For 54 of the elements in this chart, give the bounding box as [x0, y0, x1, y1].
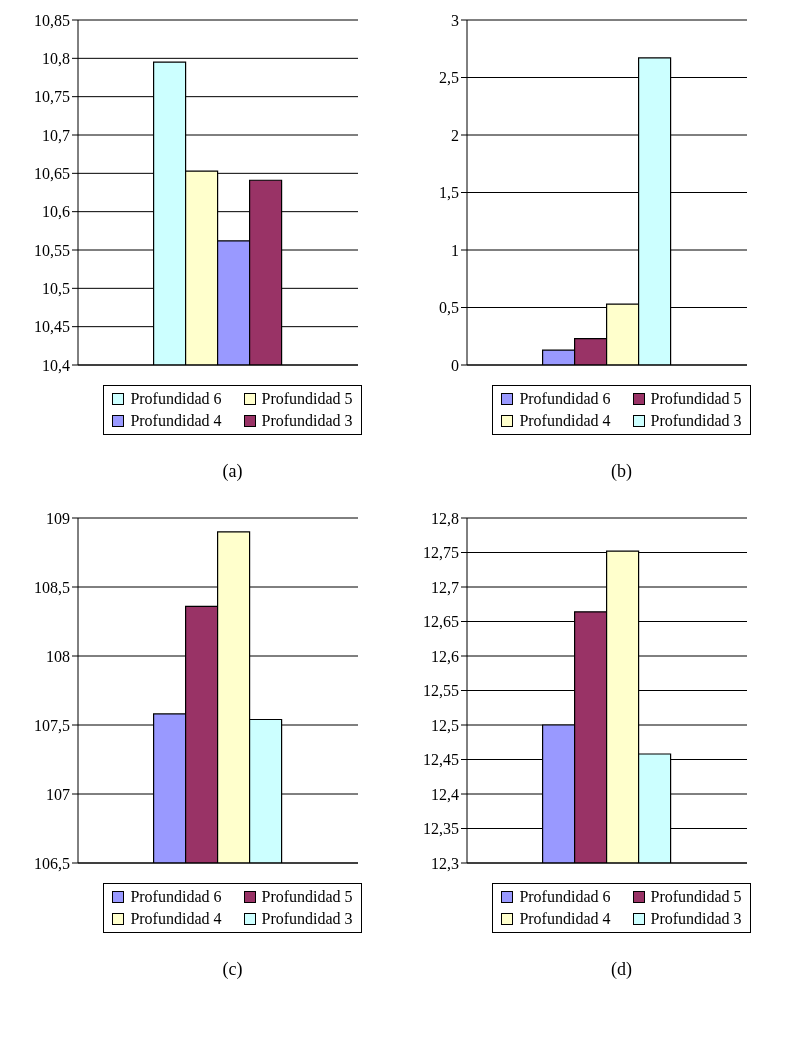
y-tick-label: 0: [451, 356, 459, 374]
y-tick-label: 12,6: [431, 647, 459, 665]
y-tick-label: 10,4: [42, 356, 70, 374]
text: (d): [610, 959, 633, 980]
y-tick-label: 108: [46, 647, 70, 665]
legend-label: Profundidad 5: [650, 390, 742, 408]
y-tick-label: 10,85: [34, 11, 70, 29]
y-tick-label: 10,45: [34, 318, 70, 336]
y-tick-label: 12,3: [431, 854, 459, 872]
y-tick-label: 1,5: [439, 184, 459, 202]
y-tick-label: 1: [451, 241, 459, 259]
legend-label: Profundidad 5: [261, 390, 353, 408]
y-tick-label: 10,6: [42, 203, 70, 221]
y-tick-label: 10,7: [42, 126, 70, 144]
legend-label: Profundidad 6: [130, 888, 222, 906]
legend-label: Profundidad 4: [130, 910, 222, 928]
y-tick-label: 12,4: [431, 785, 459, 803]
y-tick-label: 10,75: [34, 88, 70, 106]
y-tick-label: 10,65: [34, 165, 70, 183]
y-tick-label: 12,75: [423, 544, 459, 562]
y-tick-label: 107,5: [34, 716, 70, 734]
legend-label: Profundidad 4: [519, 910, 611, 928]
y-tick-label: 12,55: [423, 682, 459, 700]
legend-label: Profundidad 4: [519, 412, 611, 430]
y-tick-label: 2,5: [439, 69, 459, 87]
legend-label: Profundidad 3: [261, 910, 353, 928]
y-tick-label: 12,35: [423, 820, 459, 838]
y-tick-label: 3: [451, 11, 459, 29]
legend-label: Profundidad 3: [650, 412, 742, 430]
text: (c): [221, 959, 244, 980]
y-tick-label: 12,45: [423, 751, 459, 769]
y-tick-label: 2: [451, 126, 459, 144]
legend-label: Profundidad 5: [261, 888, 353, 906]
legend-label: Profundidad 6: [519, 888, 611, 906]
y-tick-label: 10,55: [34, 241, 70, 259]
y-tick-label: 12,8: [431, 509, 459, 527]
legend-label: Profundidad 5: [650, 888, 742, 906]
legend-label: Profundidad 3: [261, 412, 353, 430]
y-tick-label: 0,5: [439, 299, 459, 317]
y-tick-label: 106,5: [34, 854, 70, 872]
y-tick-label: 107: [46, 785, 70, 803]
legend-label: Profundidad 3: [650, 910, 742, 928]
y-tick-label: 109: [46, 509, 70, 527]
legend-label: Profundidad 4: [130, 412, 222, 430]
y-tick-label: 10,5: [42, 280, 70, 298]
text: (b): [610, 461, 633, 482]
y-tick-label: 10,8: [42, 50, 70, 68]
text: (a): [221, 461, 244, 482]
y-tick-label: 108,5: [34, 578, 70, 596]
y-tick-label: 12,65: [423, 613, 459, 631]
y-tick-label: 12,7: [431, 578, 459, 596]
y-tick-label: 12,5: [431, 716, 459, 734]
legend-label: Profundidad 6: [130, 390, 222, 408]
legend-label: Profundidad 6: [519, 390, 611, 408]
